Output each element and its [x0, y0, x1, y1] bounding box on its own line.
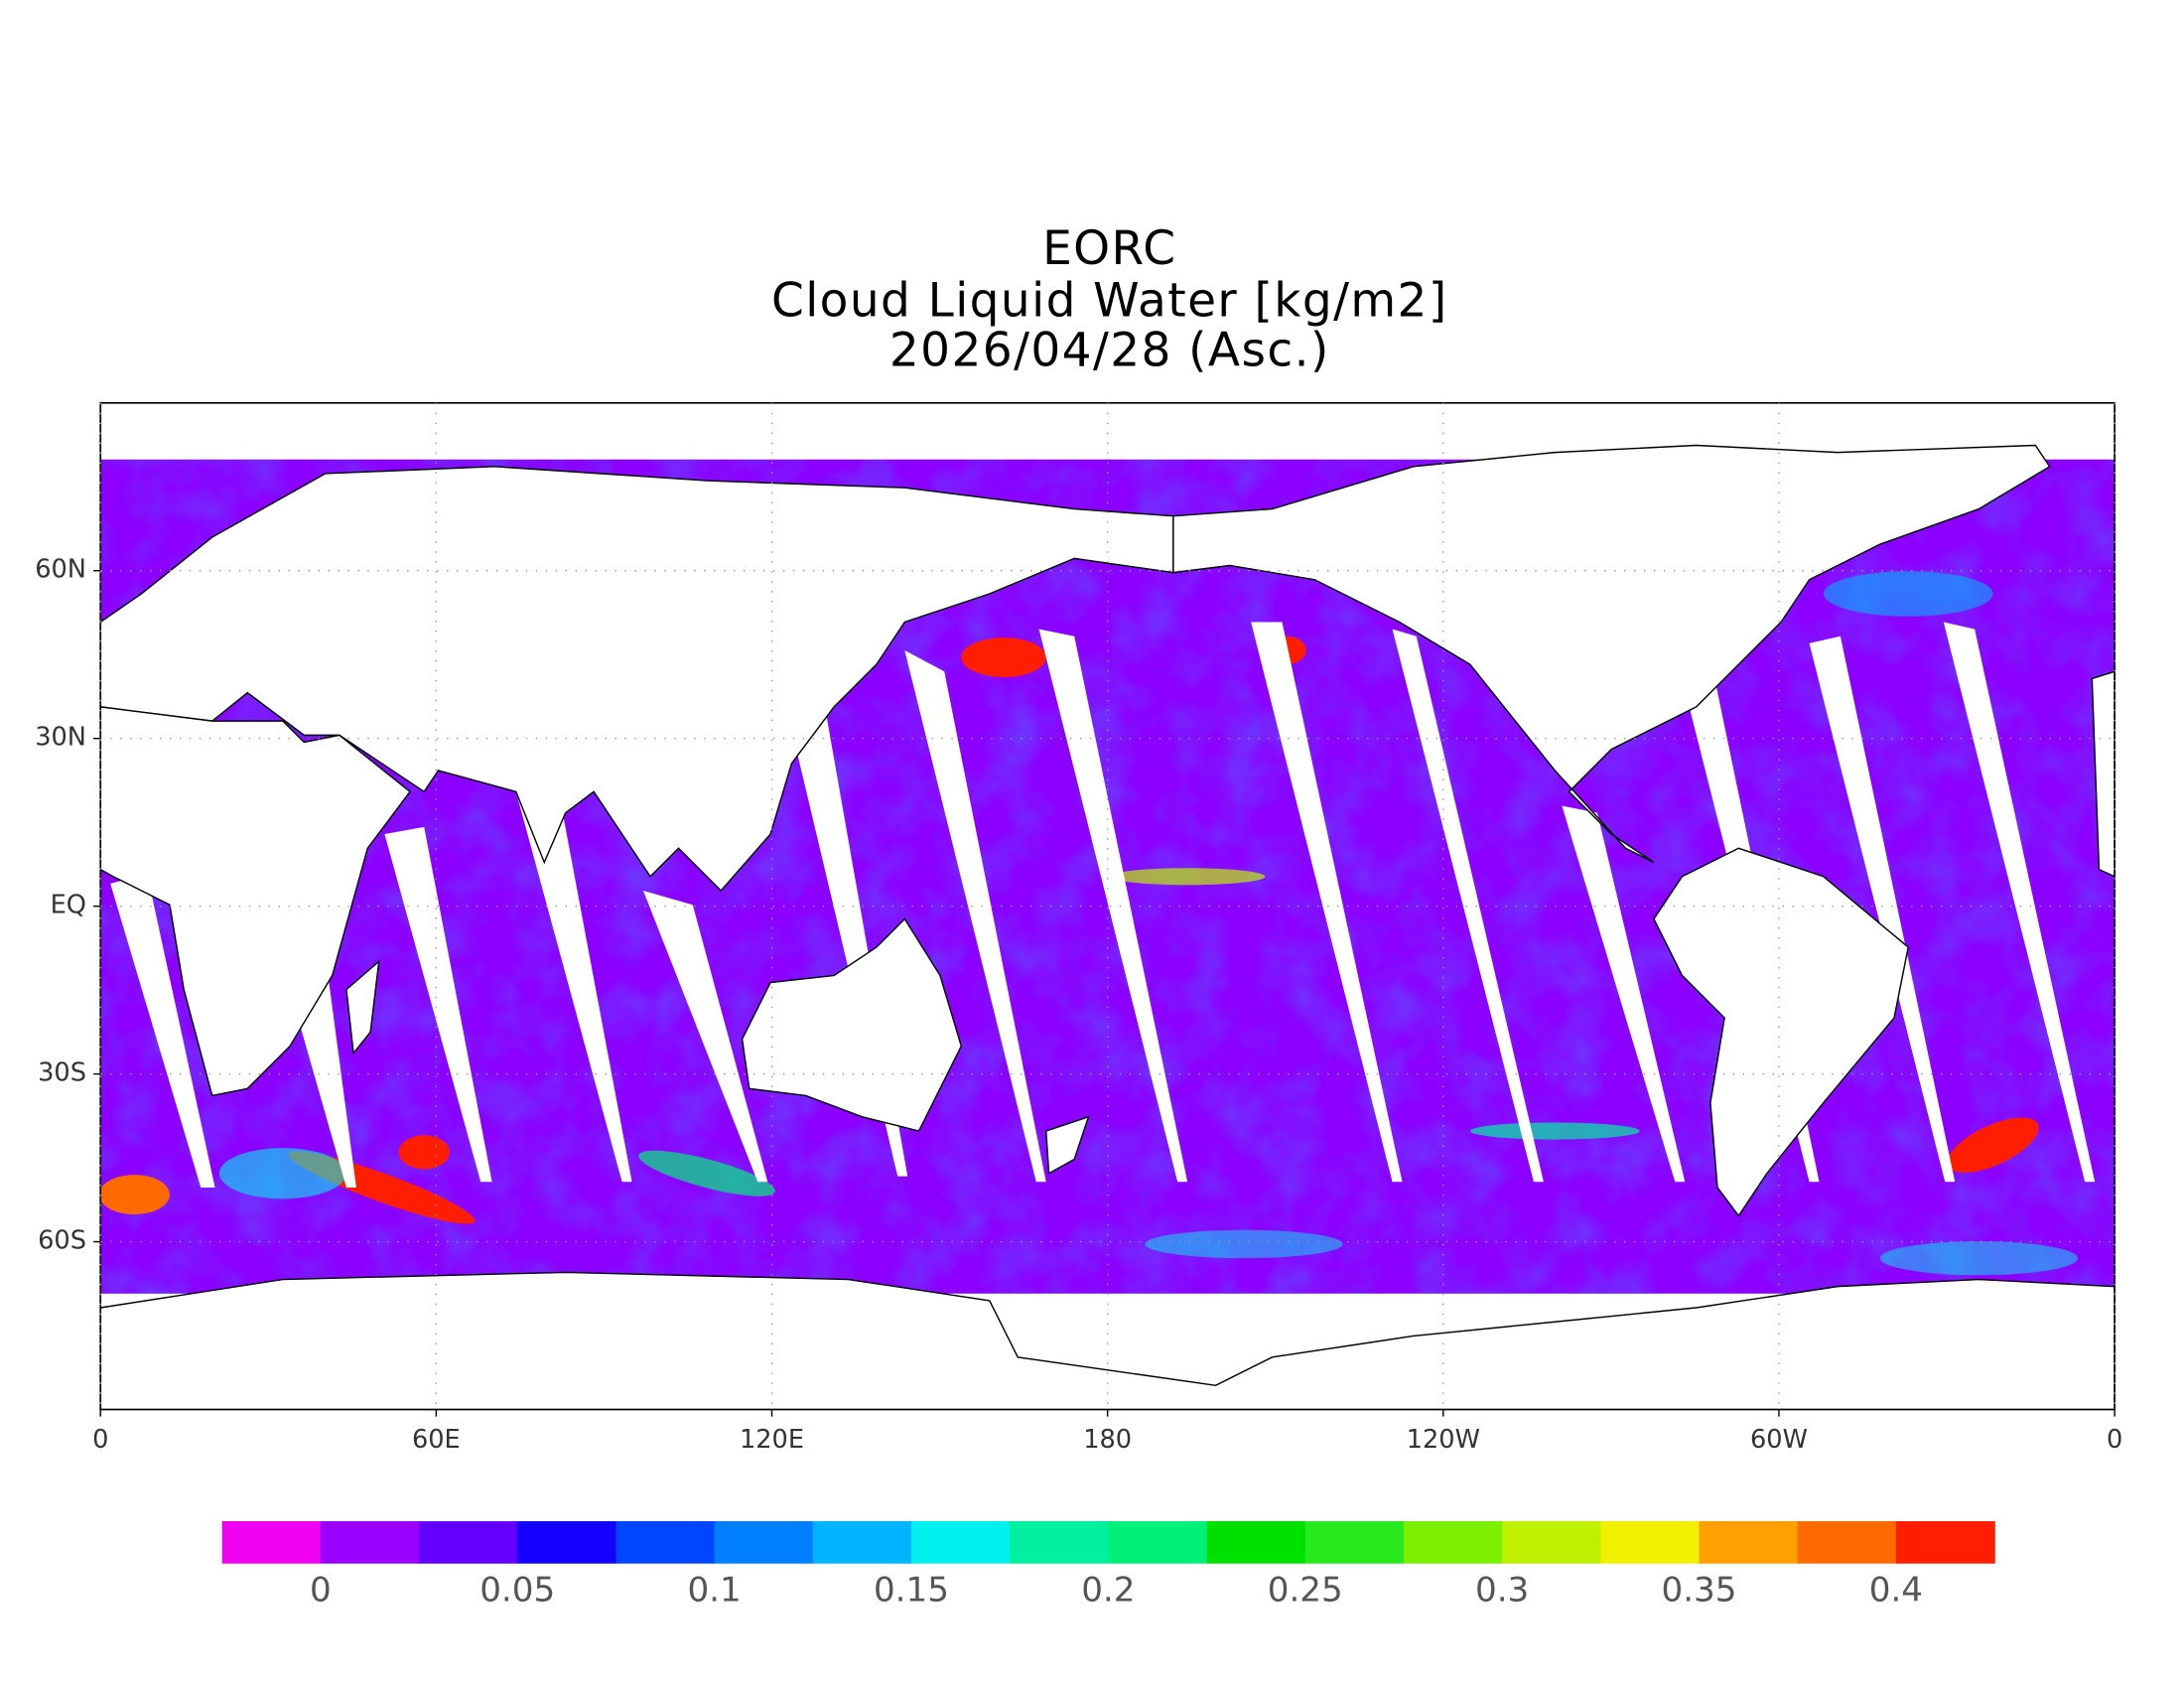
colorbar-swatch: [1304, 1520, 1405, 1564]
coastlines: [100, 444, 2116, 1410]
colorbar-label: 0.4: [1869, 1571, 1923, 1611]
colorbar-label: 0: [310, 1571, 332, 1611]
x-tick-label: 0: [2107, 1425, 2122, 1455]
colorbar-swatch: [910, 1520, 1011, 1564]
y-tick-label: 30S: [38, 1058, 86, 1088]
colorbar-label: 0.35: [1661, 1571, 1736, 1611]
colorbar-swatch: [1403, 1520, 1503, 1564]
colorbar-swatch: [221, 1520, 322, 1564]
colorbar-label: 0.15: [874, 1571, 949, 1611]
y-tick-label: EQ: [51, 891, 86, 920]
cloud-features: [100, 571, 2079, 1276]
map-field: [100, 402, 2116, 1410]
x-tick-label: 60W: [1750, 1425, 1808, 1455]
colorbar-label: 0.1: [687, 1571, 741, 1611]
title-line: Cloud Liquid Water [kg/m2]: [771, 274, 1448, 329]
colorbar-swatch: [1206, 1520, 1306, 1564]
colorbar-swatch: [1895, 1520, 1995, 1564]
colorbar-swatch: [812, 1520, 912, 1564]
title-line: EORC: [1042, 221, 1176, 276]
y-tick-label: 60S: [38, 1226, 86, 1256]
x-tick-label: 0: [92, 1425, 108, 1455]
swath-gaps: [110, 622, 2096, 1188]
y-tick-label: 30N: [35, 723, 86, 753]
colorbar-swatch: [615, 1520, 716, 1564]
title-line: 2026/04/28 (Asc.): [889, 323, 1330, 377]
colorbar-label: 0.2: [1081, 1571, 1135, 1611]
colorbar-label: 0.25: [1268, 1571, 1343, 1611]
colorbar-label: 0.3: [1475, 1571, 1529, 1611]
colorbar-swatch: [1699, 1520, 1799, 1564]
colorbar-swatch: [320, 1520, 420, 1564]
x-tick-label: 120W: [1407, 1425, 1480, 1455]
colorbar-swatch: [1108, 1520, 1208, 1564]
y-tick-label: 60N: [35, 555, 86, 585]
colorbar-swatch: [1797, 1520, 1897, 1564]
colorbar-swatch: [714, 1520, 814, 1564]
colorbar-swatch: [517, 1520, 617, 1564]
colorbar-swatch: [1502, 1520, 1602, 1564]
x-tick-label: 60E: [412, 1425, 461, 1455]
x-tick-label: 180: [1083, 1425, 1132, 1455]
colorbar-swatch: [1010, 1520, 1110, 1564]
x-tick-label: 120E: [740, 1425, 804, 1455]
colorbar-swatch: [1600, 1520, 1701, 1564]
colorbar-label: 0.05: [479, 1571, 555, 1611]
colorbar-swatch: [419, 1520, 518, 1564]
